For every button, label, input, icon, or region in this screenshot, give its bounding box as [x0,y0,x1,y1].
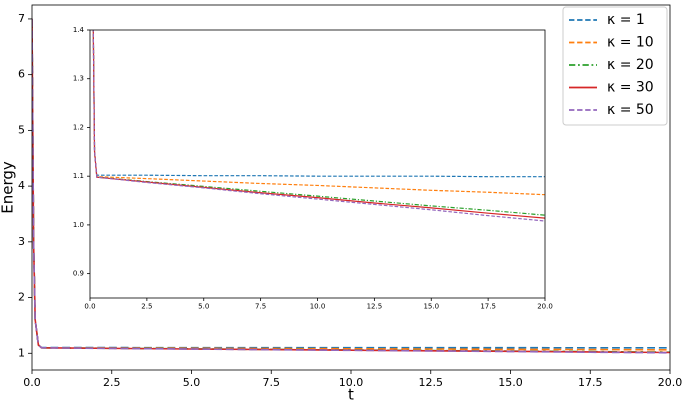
x-tick-label: 20.0 [537,303,553,311]
x-tick-label: 15.0 [498,376,523,389]
series-line [92,30,545,178]
series-line [92,30,545,222]
plot-area [90,30,545,298]
y-tick-label: 1.4 [73,26,85,34]
series-group [92,30,545,222]
x-tick-label: 17.5 [578,376,603,389]
x-tick-label: 7.5 [255,303,266,311]
x-tick-label: 7.5 [263,376,281,389]
x-tick-label: 0.0 [23,376,41,389]
legend-label: κ = 30 [607,80,654,96]
series-group [32,18,670,354]
x-tick-label: 20.0 [658,376,683,389]
y-tick-label: 1.2 [73,123,84,131]
x-tick-label: 12.5 [367,303,383,311]
x-tick-label: 10.0 [339,376,364,389]
y-tick-label: 2 [18,291,25,304]
x-axis-label: t [348,386,354,403]
x-tick-label: 17.5 [480,303,496,311]
y-tick-label: 7 [18,12,25,25]
x-tick-label: 10.0 [310,303,326,311]
x-tick-label: 15.0 [423,303,439,311]
legend-label: κ = 20 [607,57,654,73]
y-tick-label: 1 [18,346,25,359]
x-tick-label: 2.5 [141,303,152,311]
series-line [92,30,545,196]
legend-box [562,6,668,126]
legend-label: κ = 50 [607,102,654,118]
y-tick-label: 5 [18,123,25,136]
series-line [32,18,670,354]
x-tick-label: 2.5 [103,376,121,389]
x-tick-label: 12.5 [419,376,444,389]
x-tick-label: 5.0 [183,376,201,389]
y-tick-label: 1.1 [73,172,84,180]
x-tick-label: 0.0 [84,303,95,311]
y-tick-label: 3 [18,235,25,248]
y-tick-label: 6 [18,68,25,81]
legend-label: κ = 1 [607,12,645,28]
y-tick-label: 4 [18,179,25,192]
legend-label: κ = 10 [607,35,654,51]
x-tick-label: 5.0 [198,303,209,311]
y-axis-label: Energy [0,161,17,214]
y-tick-label: 0.9 [73,270,84,278]
y-tick-label: 1.3 [73,75,84,83]
y-tick-label: 1.0 [73,221,84,229]
